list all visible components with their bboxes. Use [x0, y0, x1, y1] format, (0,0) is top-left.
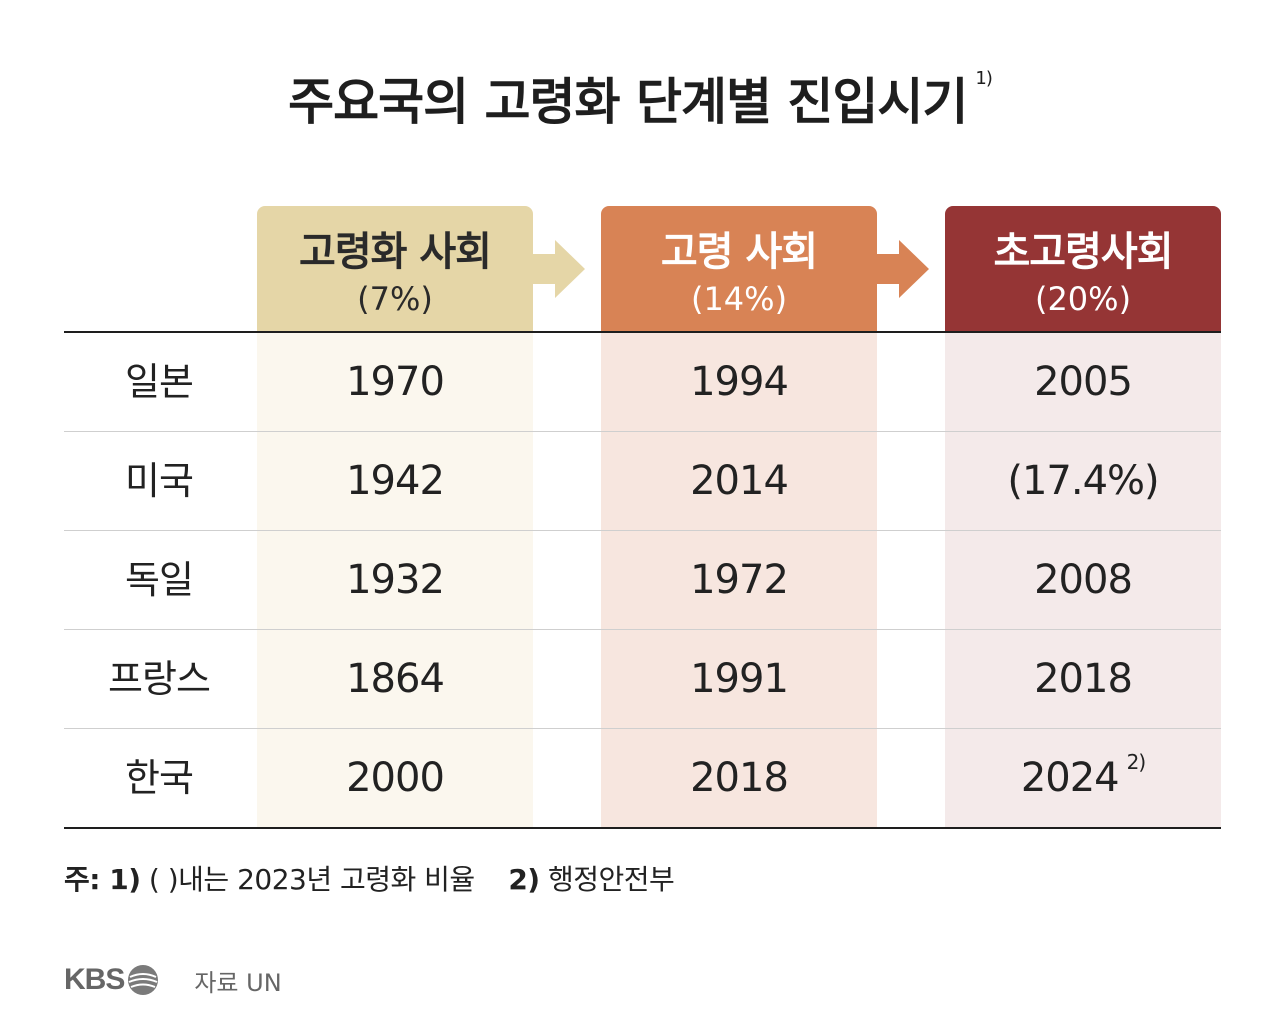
column-header-pct: (20%)	[1034, 280, 1132, 318]
column-header-name: 고령화 사회	[299, 229, 492, 275]
footnote-2-label: 2)	[508, 863, 540, 896]
title-text: 주요국의 고령화 단계별 진입시기	[288, 73, 968, 131]
table-row: 프랑스 1864 1991 2018	[64, 630, 1221, 729]
value-cell-aged: 2014	[690, 458, 789, 504]
row-divider	[64, 431, 1221, 432]
country-cell: 한국	[125, 756, 194, 800]
value-cell-aged: 1994	[690, 359, 789, 405]
column-header-pct: (14%)	[690, 280, 788, 318]
value-cell-super-aged: 2008	[945, 531, 1221, 630]
column-header-super-aged: 초고령사회 (20%)	[945, 206, 1221, 332]
table-row: 미국 1942 2014 (17.4%)	[64, 432, 1221, 531]
value-cell-super-aged: 2018	[945, 630, 1221, 729]
footnote-2: 행정안전부	[548, 863, 675, 896]
page-title: 주요국의 고령화 단계별 진입시기 1)	[0, 62, 1280, 134]
arrow-right-icon	[533, 240, 585, 298]
value-text: (17.4%)	[1007, 458, 1159, 504]
value-cell-aging: 1932	[346, 557, 445, 603]
row-divider	[64, 728, 1221, 729]
column-header-pct: (7%)	[357, 280, 433, 318]
value-cell-aged: 1972	[690, 557, 789, 603]
column-background-super-aged	[945, 332, 1221, 828]
value-cell-aging: 1864	[346, 656, 445, 702]
country-cell: 일본	[125, 360, 194, 404]
value-text: 2008	[1034, 557, 1133, 603]
footnote-1: ( )내는 2023년 고령화 비율	[148, 863, 475, 896]
table-row: 한국 2000 2018 2024 2)	[64, 729, 1221, 827]
value-cell-aging: 2000	[346, 755, 445, 801]
value-cell-aging: 1942	[346, 458, 445, 504]
column-header-aging: 고령화 사회 (7%)	[257, 206, 533, 332]
title-footnote: 1)	[975, 68, 993, 89]
country-cell: 독일	[125, 558, 194, 602]
value-text: 2024	[1020, 755, 1120, 801]
value-text: 2005	[1034, 359, 1133, 405]
country-cell: 미국	[125, 459, 194, 503]
value-cell-super-aged: 2005	[945, 333, 1221, 432]
table-row: 독일 1932 1972 2008	[64, 531, 1221, 630]
table-top-rule	[64, 331, 1221, 333]
footnote-prefix: 주: 1)	[64, 863, 141, 896]
source-label: 자료 UN	[194, 968, 282, 997]
value-text: 2018	[1034, 656, 1133, 702]
value-cell-aged: 2018	[690, 755, 789, 801]
footnote: 주: 1) ( )내는 2023년 고령화 비율 2) 행정안전부	[64, 858, 675, 898]
column-background-aging	[257, 332, 533, 828]
row-divider	[64, 530, 1221, 531]
value-cell-super-aged: (17.4%)	[945, 432, 1221, 531]
kbs-logo: KBS	[64, 963, 125, 996]
column-header-name: 고령 사회	[660, 229, 818, 275]
column-header-name: 초고령사회	[993, 229, 1174, 275]
value-footnote: 2)	[1126, 750, 1147, 774]
value-cell-aged: 1991	[690, 656, 789, 702]
row-divider	[64, 629, 1221, 630]
column-header-aged: 고령 사회 (14%)	[601, 206, 877, 332]
arrow-right-icon	[877, 240, 929, 298]
table-row: 일본 1970 1994 2005	[64, 333, 1221, 432]
column-background-aged	[601, 332, 877, 828]
country-cell: 프랑스	[108, 657, 211, 701]
value-cell-aging: 1970	[346, 359, 445, 405]
footer: KBS 자료 UN	[64, 960, 282, 1000]
kbs-globe-icon	[128, 965, 159, 995]
value-cell-super-aged: 2024 2)	[945, 729, 1221, 828]
table-bottom-rule	[64, 827, 1221, 829]
